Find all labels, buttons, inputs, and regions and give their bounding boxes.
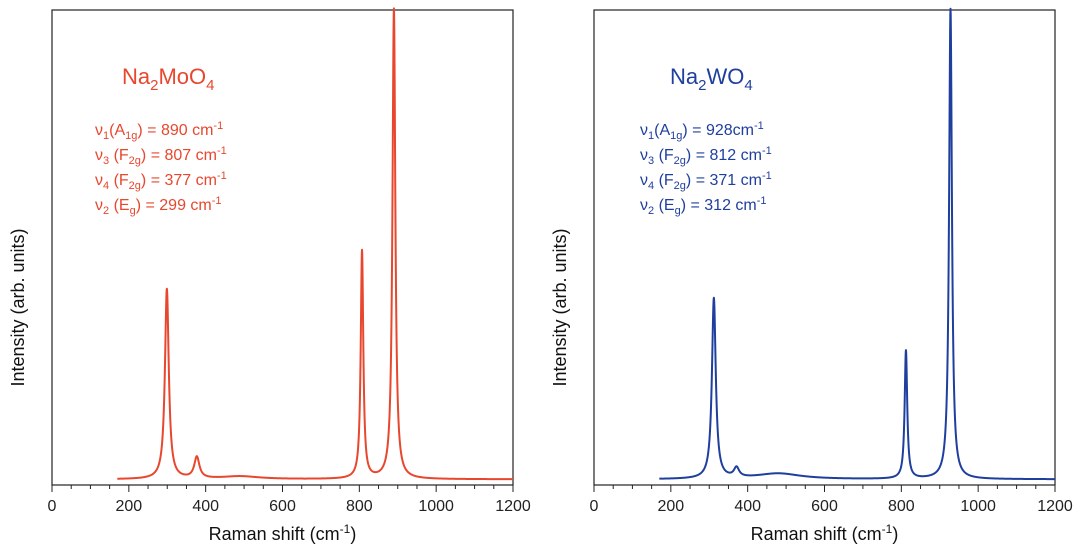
x-axis-title-sup: -1 <box>340 522 351 536</box>
x-axis-title: Raman shift (cm-1) <box>751 522 899 544</box>
x-axis-title-sup: -1 <box>882 522 893 536</box>
chart-panel-2: 0 200 400 600 800 1000 1200 Raman shift (cm-1) I… <box>550 7 1073 544</box>
x-tick-label: 1200 <box>1037 498 1073 515</box>
vibration-mode-label: ν1(A1g) = 928cm-1 <box>640 120 764 142</box>
x-tick-label: 1000 <box>418 498 454 515</box>
vibration-mode-label: ν4 (F2g) = 377 cm-1 <box>95 170 227 192</box>
compound-formula: Na2WO4 <box>670 64 753 94</box>
vibration-mode-label: ν2 (Eg) = 299 cm-1 <box>95 195 222 217</box>
x-axis-title-text: Raman shift (cm <box>209 524 340 544</box>
x-tick-label: 400 <box>192 498 219 515</box>
vibration-mode-label: ν3 (F2g) = 807 cm-1 <box>95 145 227 167</box>
vibration-mode-label: ν2 (Eg) = 312 cm-1 <box>640 195 767 217</box>
compound-formula: Na2MoO4 <box>122 64 215 94</box>
x-tick-label: 0 <box>48 498 57 515</box>
x-tick-label: 400 <box>734 498 761 515</box>
x-tick-label: 800 <box>888 498 915 515</box>
x-tick-label: 600 <box>269 498 296 515</box>
plot-frame <box>593 9 1056 486</box>
vibration-mode-label: ν4 (F2g) = 371 cm-1 <box>640 170 772 192</box>
vibration-mode-label: ν1(A1g) = 890 cm-1 <box>95 120 223 142</box>
x-tick-label: 0 <box>590 498 599 515</box>
y-axis-title: Intensity (arb. units) <box>550 228 570 386</box>
x-axis-title-close: ) <box>350 524 356 544</box>
x-axis-title-close: ) <box>892 524 898 544</box>
chart-panel-1: 0 200 400 600 800 1000 1200 Raman shift (cm-1) I… <box>8 7 531 544</box>
x-axis-title-text: Raman shift (cm <box>751 524 882 544</box>
vibration-mode-label: ν3 (F2g) = 812 cm-1 <box>640 145 772 167</box>
x-tick-label: 200 <box>115 498 142 515</box>
x-tick-label: 200 <box>657 498 684 515</box>
x-tick-label: 1200 <box>495 498 531 515</box>
x-tick-label: 800 <box>346 498 373 515</box>
x-tick-label: 600 <box>811 498 838 515</box>
x-axis-title: Raman shift (cm-1) <box>209 522 357 544</box>
spectrum-line <box>116 7 514 481</box>
x-tick-label: 1000 <box>960 498 996 515</box>
spectrum-line <box>658 7 1056 481</box>
y-axis-title: Intensity (arb. units) <box>8 228 28 386</box>
